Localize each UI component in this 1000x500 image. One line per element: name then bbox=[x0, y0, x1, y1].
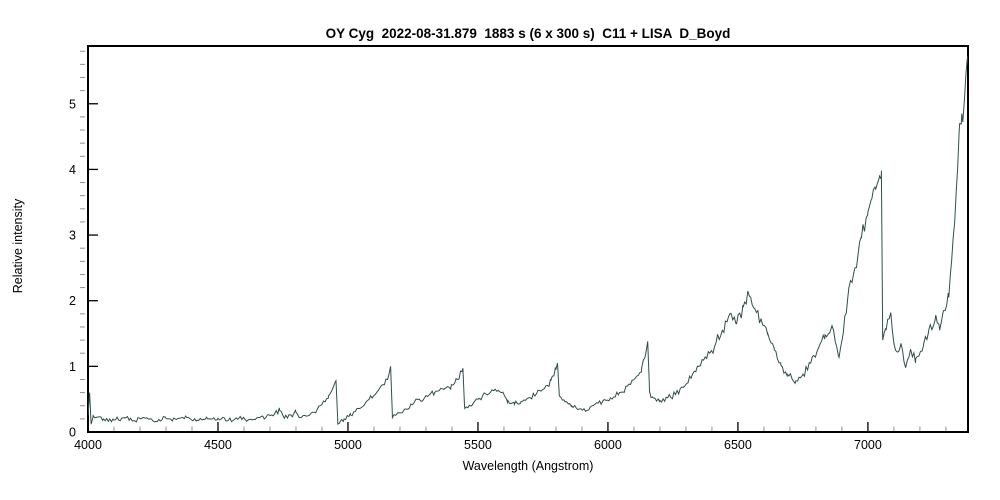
x-tick-label: 5000 bbox=[334, 438, 362, 452]
x-axis-title: Wavelength (Angstrom) bbox=[462, 459, 594, 473]
x-tick-label: 4000 bbox=[74, 438, 102, 452]
y-tick-label: 2 bbox=[69, 294, 76, 308]
chart-title: OY Cyg 2022-08-31.879 1883 s (6 x 300 s)… bbox=[325, 26, 731, 41]
x-tick-label: 7000 bbox=[854, 438, 882, 452]
x-tick-label: 5500 bbox=[464, 438, 492, 452]
x-tick-label: 6500 bbox=[724, 438, 752, 452]
x-tick-label: 4500 bbox=[204, 438, 232, 452]
spectrum-trace bbox=[88, 56, 968, 425]
y-tick-label: 4 bbox=[69, 163, 76, 177]
y-axis-title: Relative intensity bbox=[11, 198, 25, 294]
y-tick-label: 3 bbox=[69, 229, 76, 243]
plot-frame bbox=[87, 45, 969, 433]
x-tick-label: 6000 bbox=[594, 438, 622, 452]
y-tick-label: 5 bbox=[69, 97, 76, 111]
y-tick-label: 1 bbox=[69, 360, 76, 374]
y-tick-label: 0 bbox=[69, 426, 76, 440]
